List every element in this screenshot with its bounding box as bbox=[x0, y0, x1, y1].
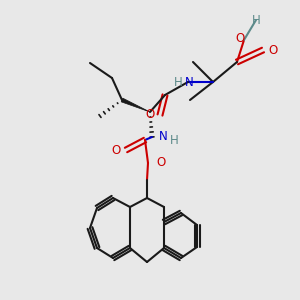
Text: O: O bbox=[112, 143, 121, 157]
Polygon shape bbox=[121, 98, 150, 112]
Text: N: N bbox=[159, 130, 168, 143]
Text: H: H bbox=[252, 14, 260, 26]
Text: O: O bbox=[236, 32, 244, 44]
Text: O: O bbox=[156, 157, 165, 169]
Text: H: H bbox=[170, 134, 179, 148]
Text: O: O bbox=[268, 44, 277, 56]
Text: N: N bbox=[184, 76, 194, 88]
Text: O: O bbox=[146, 109, 155, 122]
Text: H: H bbox=[174, 76, 183, 88]
